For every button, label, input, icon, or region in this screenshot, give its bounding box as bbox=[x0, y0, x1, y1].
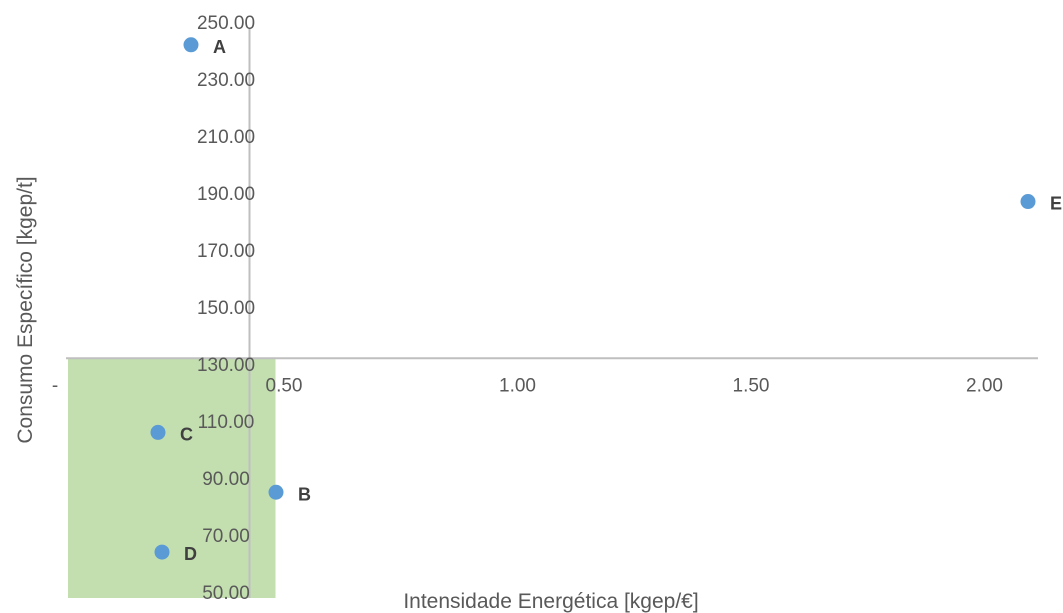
y-tick-label: 190.00 bbox=[197, 184, 255, 205]
y-tick-label: 170.00 bbox=[197, 241, 255, 262]
data-label: A bbox=[213, 37, 226, 57]
data-point bbox=[183, 37, 199, 53]
data-label: E bbox=[1050, 194, 1062, 214]
data-point bbox=[268, 484, 284, 500]
data-point bbox=[1020, 194, 1036, 210]
data-point bbox=[150, 424, 166, 440]
data-point bbox=[154, 544, 170, 560]
x-axis-title: Intensidade Energética [kgep/€] bbox=[403, 590, 698, 613]
y-tick-label: 230.00 bbox=[197, 70, 255, 91]
y-tick-label: 150.00 bbox=[197, 298, 255, 319]
y-tick-label: 90.00 bbox=[202, 469, 250, 490]
x-tick-label: 1.00 bbox=[499, 375, 536, 396]
data-points-layer: A B C D E bbox=[150, 37, 1062, 564]
y-tick-label: 250.00 bbox=[197, 13, 255, 34]
tick-labels-layer: - 0.50 1.00 1.50 2.00 50.00 70.00 90.00 110.00 13… bbox=[52, 13, 1003, 604]
data-label: D bbox=[184, 544, 197, 564]
y-tick-label: 70.00 bbox=[202, 526, 250, 547]
y-axis-title: Consumo Específico [kgep/t] bbox=[14, 176, 37, 443]
x-tick-label: 1.50 bbox=[733, 375, 770, 396]
axes-layer bbox=[66, 28, 1038, 598]
x-tick-label: 0.50 bbox=[266, 375, 303, 396]
y-tick-label: 110.00 bbox=[198, 412, 255, 433]
data-label: C bbox=[180, 424, 193, 444]
y-tick-label: 210.00 bbox=[197, 127, 255, 148]
highlight-region-layer bbox=[68, 358, 276, 598]
highlight-region bbox=[68, 358, 276, 598]
y-tick-label: 130.00 bbox=[197, 355, 255, 376]
x-tick-label: - bbox=[52, 375, 58, 396]
data-label: B bbox=[298, 484, 311, 504]
y-tick-label: 50.00 bbox=[202, 583, 250, 604]
x-tick-label: 2.00 bbox=[966, 375, 1003, 396]
